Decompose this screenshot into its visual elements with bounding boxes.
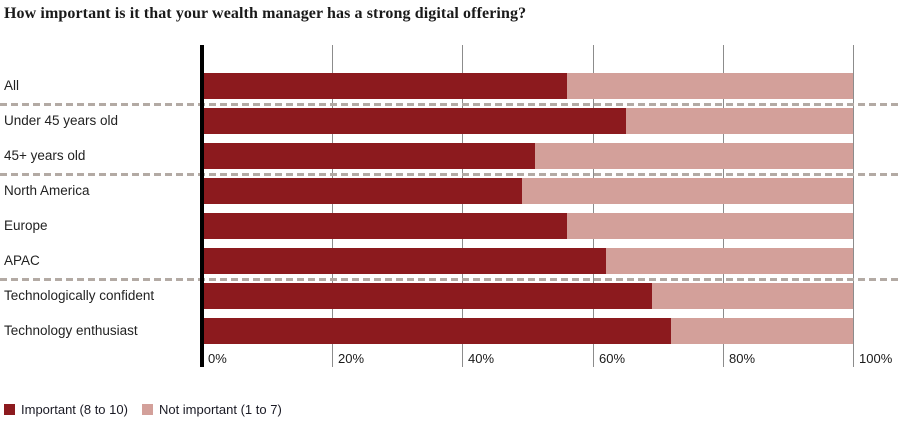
group-separator-line	[0, 173, 900, 176]
bar-row	[204, 73, 853, 99]
bar-segment-not-important	[567, 213, 853, 239]
bar-segment-not-important	[651, 283, 853, 309]
bar-segment-important	[204, 178, 522, 204]
gridline	[593, 45, 594, 367]
category-label: Technologically confident	[4, 288, 155, 303]
bar-row	[204, 318, 853, 344]
bar-segment-not-important	[671, 318, 853, 344]
category-label: Technology enthusiast	[4, 323, 138, 338]
bar-segment-important	[204, 73, 568, 99]
x-tick-label: 0%	[208, 351, 227, 366]
category-label: APAC	[4, 253, 40, 268]
legend-swatch-important	[4, 404, 15, 415]
bar-segment-important	[204, 318, 672, 344]
bar-row	[204, 178, 853, 204]
bar-segment-important	[204, 108, 626, 134]
category-label: All	[4, 78, 20, 93]
bar-row	[204, 143, 853, 169]
legend-swatch-not-important	[141, 404, 153, 415]
category-label: Europe	[4, 218, 48, 233]
bar-segment-important	[204, 143, 535, 169]
x-tick-label: 60%	[599, 351, 626, 366]
group-separator-line	[0, 103, 900, 106]
x-tick-label: 40%	[468, 351, 495, 366]
gridline	[723, 45, 724, 367]
bar-row	[204, 108, 853, 134]
legend-item: Important (8 to 10)	[4, 402, 128, 417]
x-tick-label: 20%	[338, 351, 365, 366]
gridline	[853, 45, 854, 367]
bar-segment-not-important	[522, 178, 853, 204]
bar-chart: 0% 20% 40% 60% 80% 100% All Under 45 years old 4…	[0, 45, 900, 385]
bar-segment-not-important	[534, 143, 853, 169]
x-tick-label: 80%	[729, 351, 756, 366]
chart-legend: Important (8 to 10) Not important (1 to 7…	[4, 402, 282, 417]
bar-row	[204, 213, 853, 239]
bar-segment-not-important	[606, 248, 853, 274]
category-label: North America	[4, 183, 90, 198]
bar-segment-important	[204, 283, 652, 309]
x-tick-label: 100%	[859, 351, 893, 366]
gridline	[332, 45, 333, 367]
bar-segment-not-important	[625, 108, 853, 134]
bar-row	[204, 248, 853, 274]
chart-title: How important is it that your wealth man…	[4, 5, 527, 22]
legend-label: Important (8 to 10)	[21, 402, 128, 417]
bar-segment-not-important	[567, 73, 853, 99]
category-label: Under 45 years old	[4, 113, 119, 128]
category-label: 45+ years old	[4, 148, 86, 163]
y-axis-line	[200, 45, 204, 367]
bar-segment-important	[204, 248, 607, 274]
gridline	[462, 45, 463, 367]
group-separator-line	[0, 278, 900, 281]
legend-label: Not important (1 to 7)	[158, 402, 282, 417]
legend-item: Not important (1 to 7)	[141, 402, 282, 417]
bar-segment-important	[204, 213, 568, 239]
bar-row	[204, 283, 853, 309]
